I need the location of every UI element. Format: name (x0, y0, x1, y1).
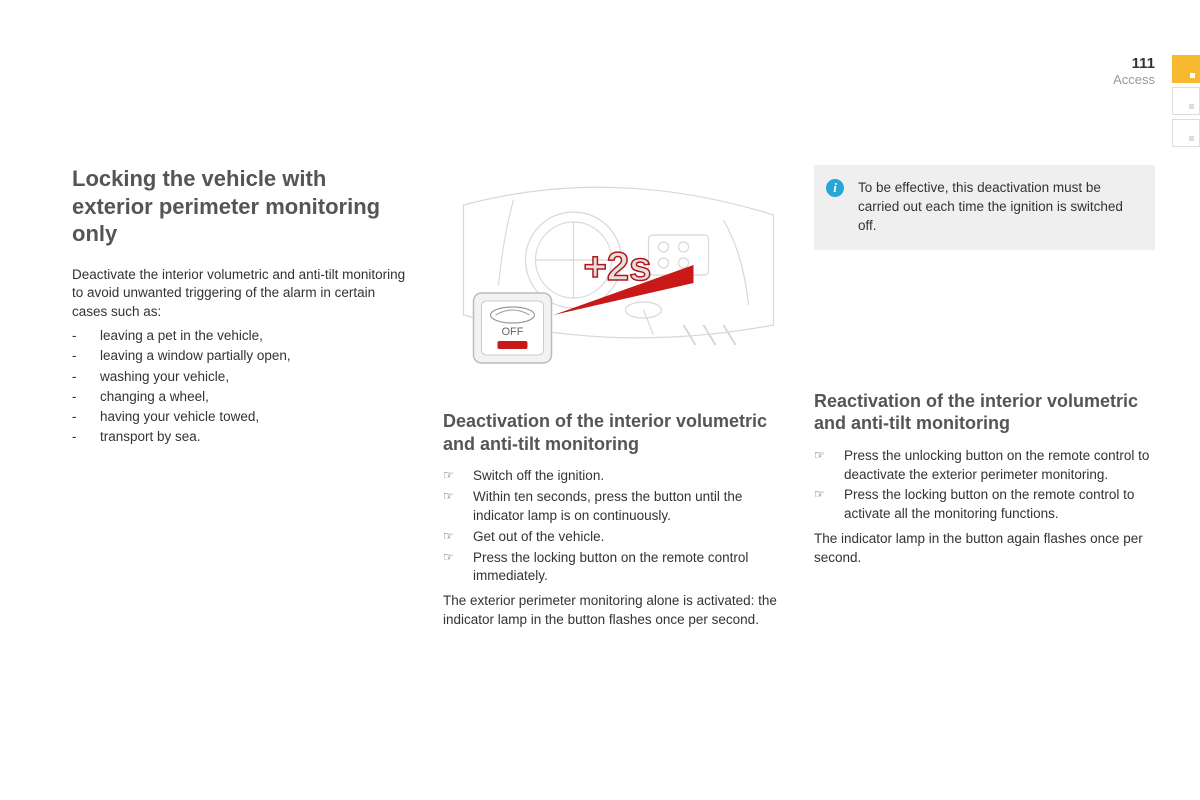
info-callout: i To be effective, this deactivation mus… (814, 165, 1155, 250)
cases-list: -leaving a pet in the vehicle,-leaving a… (72, 326, 413, 448)
deactivation-steps: ☞Switch off the ignition. ☞Within ten sec… (443, 467, 784, 586)
content-grid: Locking the vehicle with exterior perime… (72, 165, 1155, 634)
info-text: To be effective, this deactivation must … (858, 180, 1123, 233)
reactivation-result: The indicator lamp in the button again f… (814, 530, 1155, 568)
column-middle: +2s OFF Deactivation of the interior vol… (443, 165, 784, 634)
list-item: -washing your vehicle, (72, 367, 413, 387)
list-item: ☞Within ten seconds, press the button un… (443, 488, 784, 526)
list-item: ☞Press the locking button on the remote … (443, 549, 784, 587)
reactivation-title: Reactivation of the interior volumetric … (814, 390, 1155, 435)
tab-inactive-2[interactable] (1172, 119, 1200, 147)
list-item: -leaving a window partially open, (72, 346, 413, 366)
dashboard-illustration: +2s OFF (443, 165, 784, 385)
column-left: Locking the vehicle with exterior perime… (72, 165, 413, 634)
section-tabs (1172, 55, 1200, 151)
off-button-icon: OFF (474, 293, 552, 363)
page-title: Locking the vehicle with exterior perime… (72, 165, 413, 248)
tab-inactive-1[interactable] (1172, 87, 1200, 115)
list-item: -changing a wheel, (72, 387, 413, 407)
intro-text: Deactivate the interior volumetric and a… (72, 266, 413, 323)
list-item: ☞Press the locking button on the remote … (814, 486, 1155, 524)
info-icon: i (826, 179, 844, 197)
column-right: i To be effective, this deactivation mus… (814, 165, 1155, 634)
page-number: 111 (1113, 55, 1155, 72)
off-button-label: OFF (502, 326, 524, 338)
list-item: ☞Switch off the ignition. (443, 467, 784, 486)
timer-overlay-text: +2s (584, 245, 652, 289)
list-item: -transport by sea. (72, 427, 413, 447)
list-item: -having your vehicle towed, (72, 407, 413, 427)
deactivation-title: Deactivation of the interior volumetric … (443, 410, 784, 455)
page-header: 111 Access (1113, 55, 1155, 87)
reactivation-steps: ☞Press the unlocking button on the remot… (814, 447, 1155, 525)
list-item: ☞Press the unlocking button on the remot… (814, 447, 1155, 485)
section-label: Access (1113, 72, 1155, 87)
deactivation-result: The exterior perimeter monitoring alone … (443, 592, 784, 630)
list-item: -leaving a pet in the vehicle, (72, 326, 413, 346)
list-item: ☞Get out of the vehicle. (443, 528, 784, 547)
tab-active[interactable] (1172, 55, 1200, 83)
